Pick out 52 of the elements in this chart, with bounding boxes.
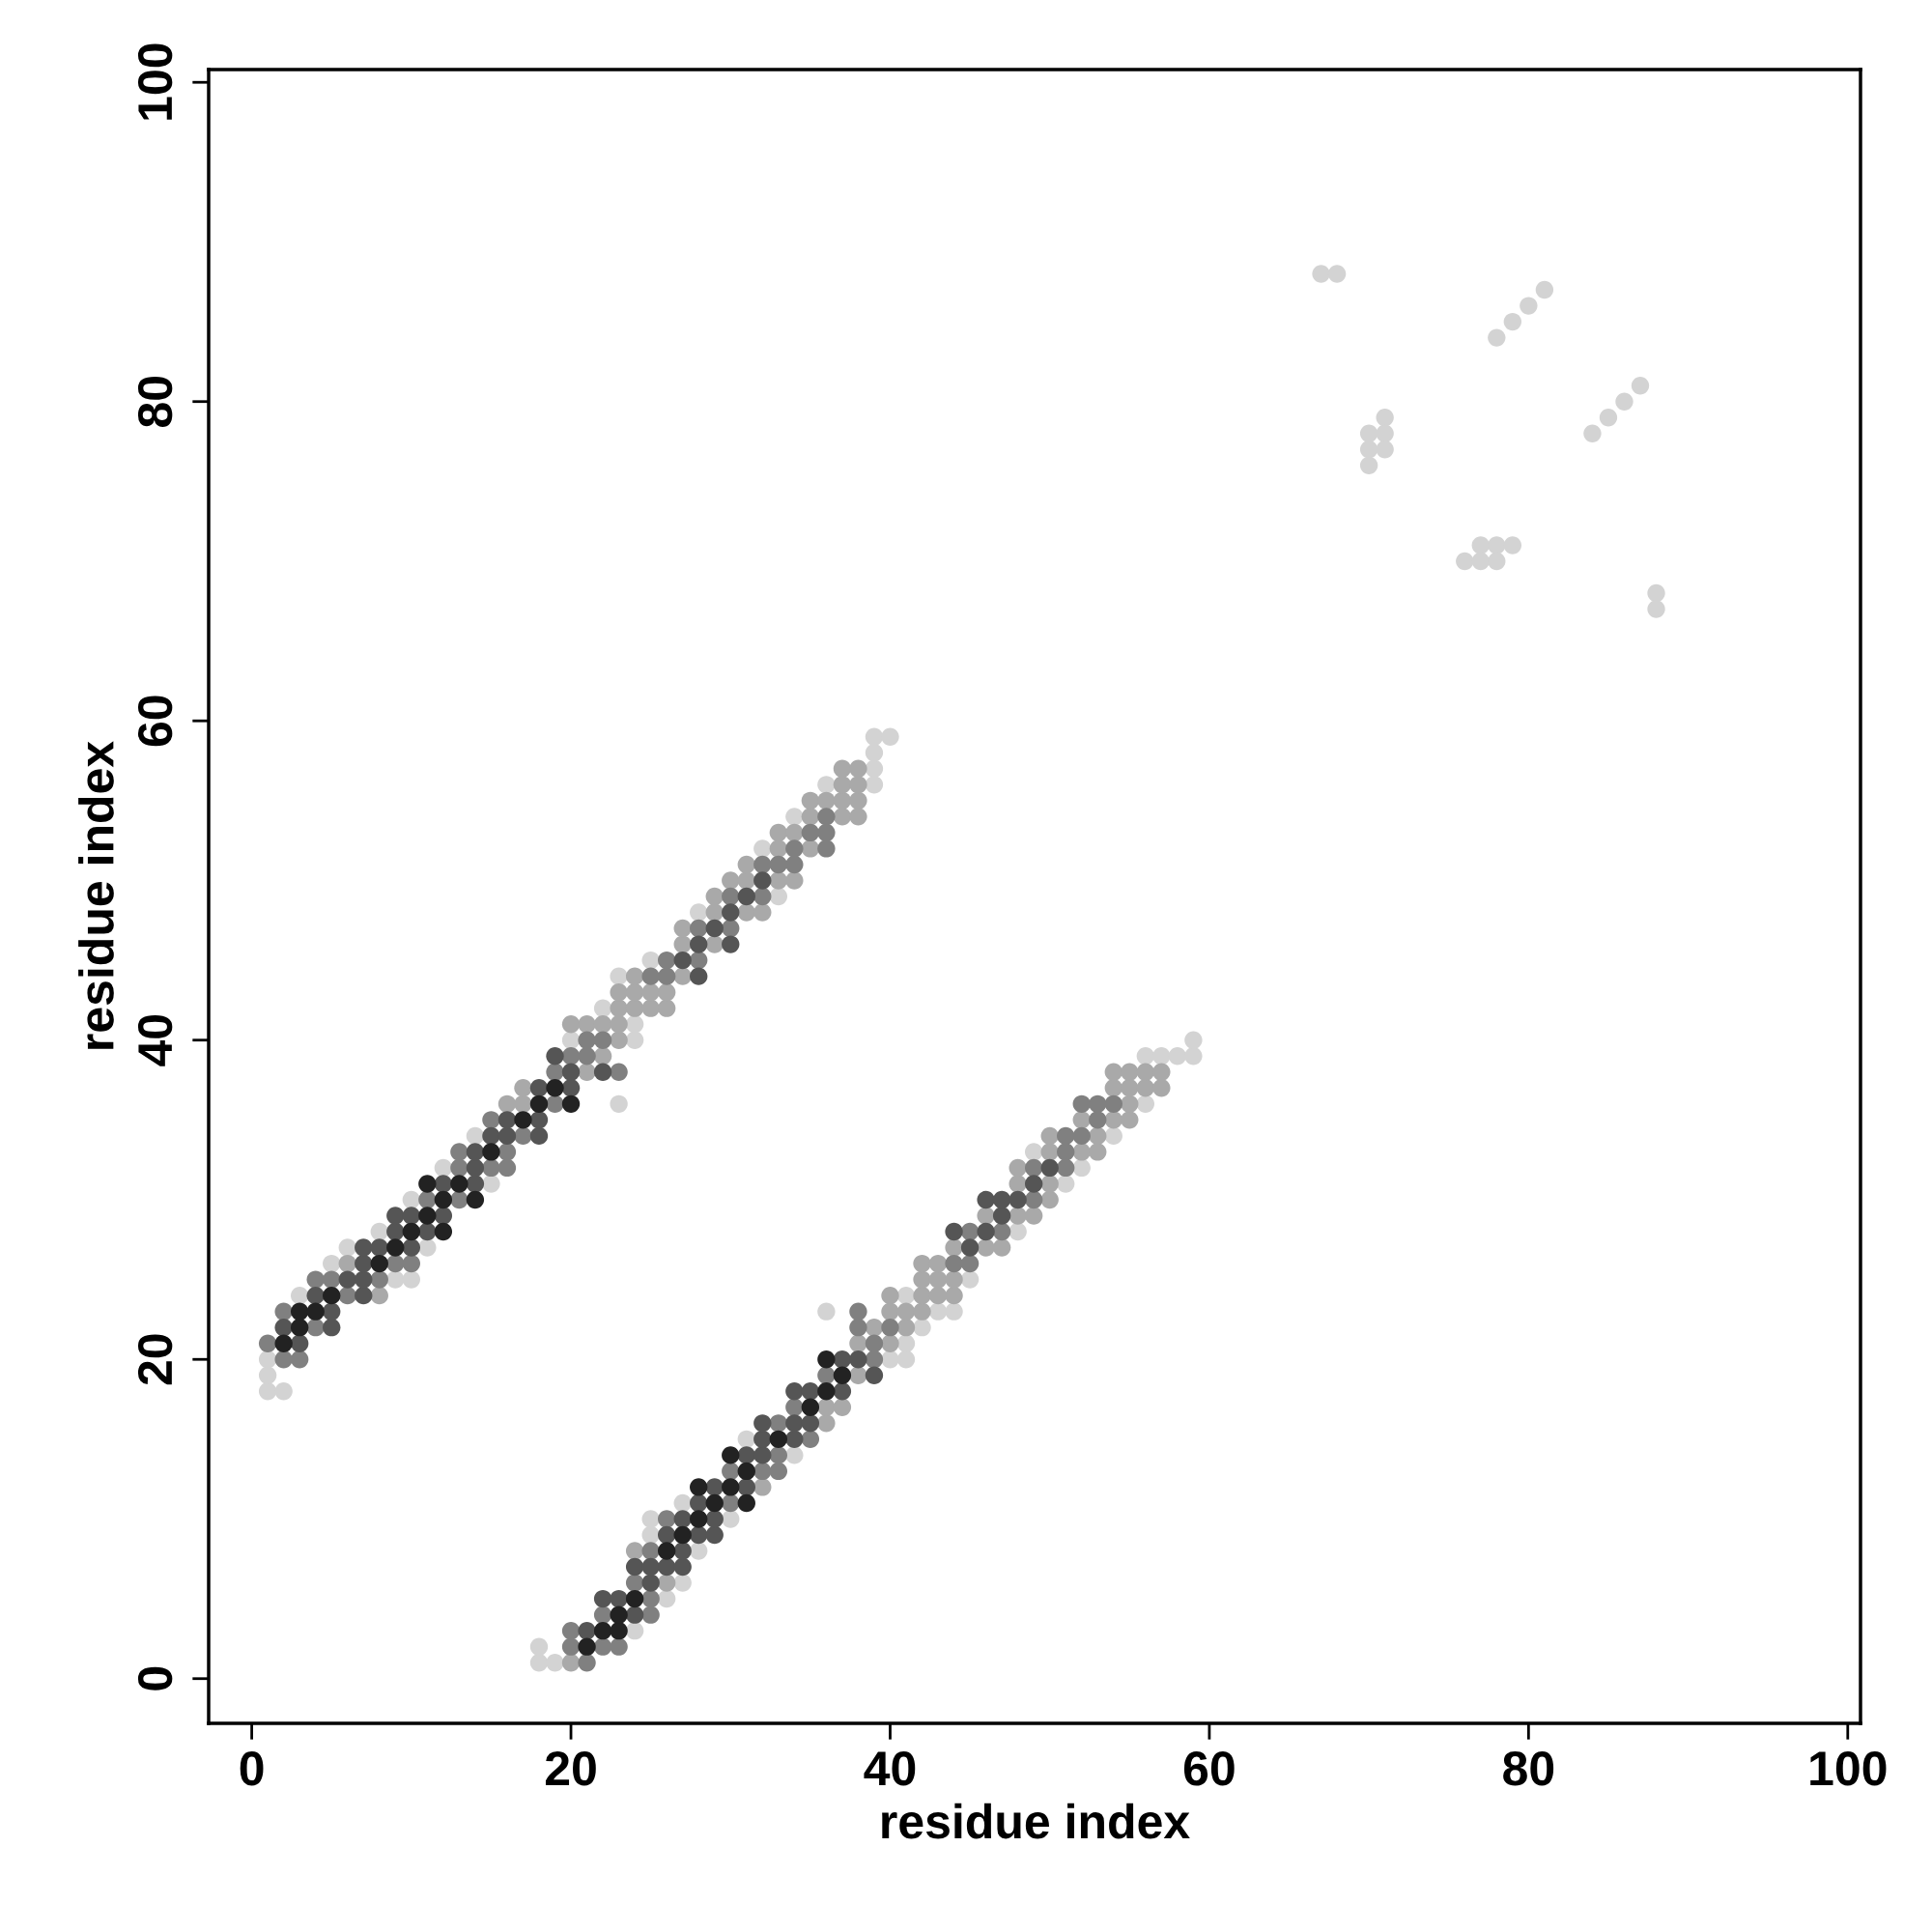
y-axis-title: residue index (78, 741, 114, 1049)
point (737, 1462, 755, 1481)
point (546, 1079, 564, 1097)
point (625, 1589, 644, 1608)
point (290, 1302, 309, 1321)
point (561, 1094, 581, 1114)
y-tick-label: 0 (137, 1666, 173, 1690)
y-tick-label: 20 (137, 1334, 173, 1385)
point (418, 1175, 437, 1193)
point (833, 1366, 852, 1384)
point (323, 1286, 341, 1305)
point (386, 1238, 405, 1257)
point (370, 1254, 388, 1273)
point (705, 1493, 724, 1513)
point (434, 1222, 453, 1241)
x-tick-label: 80 (1503, 1751, 1554, 1786)
y-tick-label: 80 (137, 376, 173, 427)
point (722, 1446, 740, 1464)
point (673, 1525, 692, 1545)
point (482, 1143, 500, 1161)
point (817, 1382, 836, 1401)
point (290, 1318, 309, 1337)
point (657, 1542, 676, 1560)
point (514, 1111, 532, 1129)
y-tick-label: 60 (137, 696, 173, 747)
point (434, 1190, 453, 1209)
point (529, 1094, 549, 1114)
point (769, 1430, 788, 1449)
point (610, 1605, 628, 1624)
point (466, 1190, 485, 1209)
point (306, 1302, 325, 1321)
point (610, 1621, 628, 1640)
x-tick-label: 0 (240, 1751, 264, 1786)
x-tick-label: 100 (1810, 1751, 1887, 1786)
point (593, 1621, 612, 1640)
x-tick-label: 20 (545, 1751, 596, 1786)
point (817, 1350, 836, 1369)
point (578, 1637, 596, 1656)
point (418, 1207, 437, 1225)
y-tick-label: 100 (137, 43, 173, 120)
point (690, 1478, 708, 1496)
x-axis-title: residue index (882, 1803, 1190, 1839)
point (274, 1334, 293, 1352)
x-tick-label: 60 (1183, 1751, 1235, 1786)
y-tick-label: 40 (137, 1014, 173, 1066)
x-tick-label: 40 (864, 1751, 916, 1786)
point (722, 1478, 740, 1496)
point (737, 1493, 755, 1513)
point (450, 1175, 469, 1193)
point (801, 1398, 820, 1416)
point (402, 1222, 421, 1241)
point (690, 1510, 708, 1528)
